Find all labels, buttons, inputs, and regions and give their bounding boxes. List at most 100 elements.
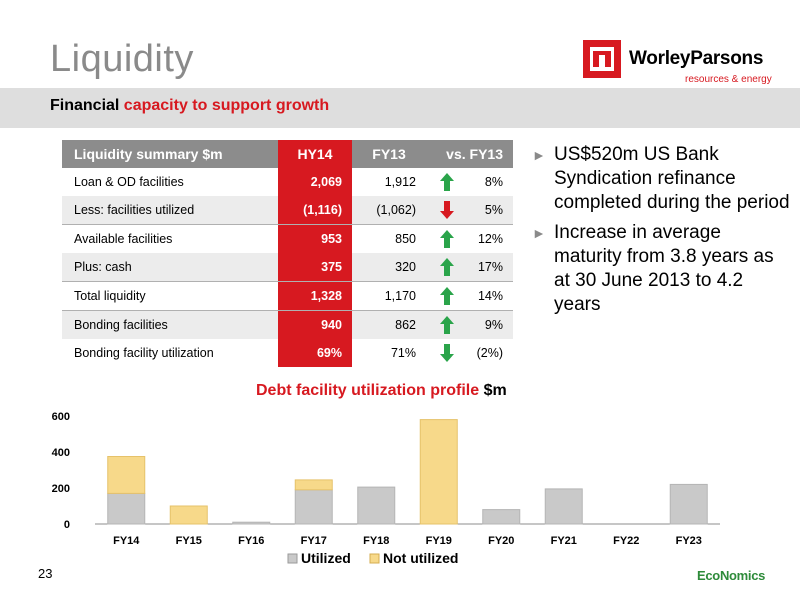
row-change-value: 17% (477, 260, 503, 274)
table-row: Plus: cash 375 320 17% (62, 253, 513, 282)
row-label: Bonding facilities (62, 310, 278, 339)
bar-utilized (294, 489, 333, 525)
row-change-cell: 8% (426, 168, 513, 196)
row-hy14-value: 375 (278, 253, 352, 282)
slide-subtitle: Financial capacity to support growth (50, 97, 329, 115)
bullet-list: ► US$520m US Bank Syndication refinance c… (530, 143, 790, 323)
row-fy13-value: (1,062) (352, 196, 426, 225)
logo-tagline: resources & energy (685, 74, 772, 85)
y-tick-label: 400 (52, 447, 70, 459)
arrow-up-icon (440, 316, 454, 334)
worleyparsons-logo: WorleyParsons resources & energy (583, 40, 773, 90)
table-row: Bonding facilities 940 862 9% (62, 310, 513, 339)
x-tick-label: FY16 (238, 535, 264, 547)
x-tick-label: FY17 (301, 535, 327, 547)
arrow-down-icon (440, 344, 454, 362)
row-change-value: 12% (477, 232, 503, 246)
table-header-row: Liquidity summary $m HY14 FY13 vs. FY13 (62, 140, 513, 168)
row-label: Bonding facility utilization (74, 346, 214, 360)
row-hy14-value: 953 (278, 224, 352, 253)
subtitle-highlight: capacity to support growth (123, 97, 330, 114)
chart-title-unit: $m (483, 382, 507, 399)
row-fy13-value: 1,170 (352, 281, 426, 311)
table-row: Available facilities 953 850 12% (62, 224, 513, 253)
slide-title: Liquidity (50, 38, 194, 80)
chart-title-text: Debt facility utilization profile (256, 382, 480, 399)
bullet-item: ► Increase in average maturity from 3.8 y… (530, 221, 790, 317)
row-fy13-value: 850 (352, 224, 426, 253)
x-tick-label: FY22 (613, 535, 639, 547)
row-fy13-value: 1,912 (384, 175, 416, 189)
row-hy14-value: 1,328 (278, 281, 352, 311)
row-hy14-value: (1,116) (278, 196, 352, 225)
logo-name: WorleyParsons (629, 48, 764, 69)
row-change-value: 9% (484, 318, 503, 332)
bar-not-utilized (294, 479, 333, 491)
logo-mark-icon (583, 40, 621, 78)
y-tick-label: 200 (52, 483, 70, 495)
x-tick-label: FY23 (676, 535, 702, 547)
table-row: Total liquidity 1,328 1,170 14% (62, 281, 513, 311)
chart-title: Debt facility utilization profile $m (256, 382, 507, 400)
row-fy13-value: 862 (352, 310, 426, 339)
row-label: Less: facilities utilized (62, 196, 278, 225)
legend-not-utilized-swatch (369, 553, 380, 564)
subtitle-band (0, 88, 800, 128)
table-header-hy14: HY14 (278, 140, 352, 168)
row-label: Total liquidity (62, 281, 278, 311)
bar-utilized (107, 492, 146, 525)
x-tick-label: FY19 (426, 535, 452, 547)
x-tick-label: FY14 (113, 535, 140, 547)
bar-utilized (357, 486, 396, 525)
legend-utilized-label: Utilized (301, 550, 351, 566)
bullet-item: ► US$520m US Bank Syndication refinance c… (530, 143, 790, 215)
bullet-text: Increase in average maturity from 3.8 ye… (554, 222, 774, 315)
table-header-label: Liquidity summary $m (62, 140, 278, 168)
bar-utilized (232, 521, 271, 525)
row-label: Loan & OD facilities (74, 175, 184, 189)
row-change-cell: 17% (426, 253, 513, 282)
table-header-change: vs. FY13 (426, 140, 513, 168)
row-change-cell: 9% (426, 310, 513, 339)
debt-facility-chart: 0 200 400 600 FY14 FY15 FY16 FY17 FY18 FY19 FY20 FY… (52, 411, 720, 566)
arrow-up-icon (440, 287, 454, 305)
bar-not-utilized (169, 505, 208, 525)
x-tick-label: FY15 (176, 535, 202, 547)
bar-not-utilized (419, 419, 458, 525)
bar-not-utilized (107, 456, 146, 494)
table-header-fy13: FY13 (352, 140, 426, 168)
bullet-arrow-icon: ► (532, 147, 546, 163)
liquidity-summary-table: Liquidity summary $m HY14 FY13 vs. FY13 … (62, 140, 513, 367)
bar-utilized (669, 483, 708, 525)
row-change-cell: 5% (426, 196, 513, 225)
row-label: Available facilities (62, 224, 278, 253)
bullet-text: US$520m US Bank Syndication refinance co… (554, 144, 790, 213)
row-hy14-value: 69% (278, 339, 352, 367)
bullet-arrow-icon: ► (532, 225, 546, 241)
y-tick-label: 600 (52, 411, 70, 423)
row-change-cell: 12% (426, 224, 513, 253)
y-tick-label: 0 (64, 519, 70, 531)
row-label: Plus: cash (62, 253, 278, 282)
row-fy13-value: 71% (390, 346, 416, 360)
arrow-down-icon (440, 201, 454, 219)
legend-not-utilized-label: Not utilized (383, 550, 458, 566)
row-change-value: 14% (477, 289, 503, 303)
table-row: Loan & OD facilities 2,069 1,912 8% (62, 168, 513, 196)
table-row: Bonding facility utilization 69% 71% (2%) (62, 339, 513, 367)
row-change-cell: (2%) (426, 339, 513, 367)
economics-logo: EcoNomics (697, 568, 766, 583)
row-change-value: (2%) (476, 346, 503, 360)
x-tick-label: FY20 (488, 535, 514, 547)
subtitle-prefix: Financial (50, 97, 124, 114)
row-fy13-value: 320 (352, 253, 426, 282)
row-change-value: 5% (484, 203, 503, 217)
x-tick-label: FY21 (551, 535, 577, 547)
bar-utilized (482, 509, 521, 525)
row-change-value: 8% (484, 175, 503, 189)
legend-utilized-swatch (287, 553, 298, 564)
arrow-up-icon (440, 173, 454, 191)
x-tick-label: FY18 (363, 535, 389, 547)
page-number: 23 (38, 566, 53, 581)
table-row: Less: facilities utilized (1,116) (1,062) 5… (62, 196, 513, 225)
